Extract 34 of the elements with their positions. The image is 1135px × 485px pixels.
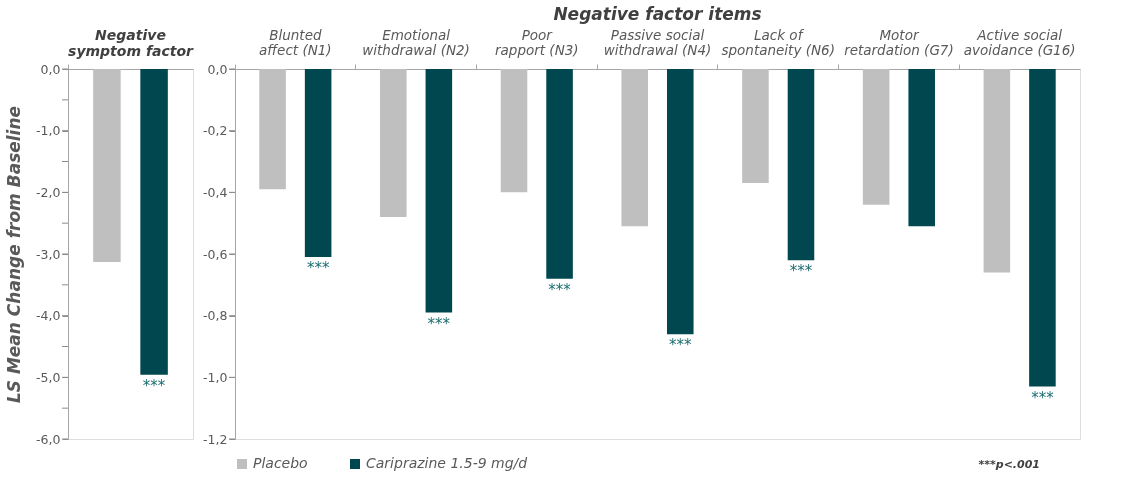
data-label: ***: [306, 259, 330, 278]
y-tick-label: 0,0: [40, 61, 61, 77]
y-tick-label: -3,0: [36, 246, 61, 262]
x-tick-label: Emotional withdrawal (N2): [362, 26, 470, 58]
x-tick-label: Lack of spontaneity (N6): [721, 26, 835, 58]
x-tick-label: Negative symptom factor: [68, 26, 195, 59]
y-tick-label: -1,0: [203, 369, 228, 385]
y-tick-label: -5,0: [36, 369, 61, 385]
legend-label: Placebo: [253, 455, 308, 471]
data-label: ***: [789, 262, 813, 281]
data-label: ***: [142, 376, 166, 395]
y-tick-label: -0,8: [203, 308, 228, 324]
y-axis-title: LS Mean Change from Baseline: [4, 105, 25, 404]
data-label: ***: [669, 336, 693, 355]
text: ***p<.001: [978, 458, 1040, 471]
y-tick-label: -0,2: [203, 123, 228, 139]
x-tick-label: Poor rapport (N3): [495, 26, 579, 58]
x-tick-label: Blunted affect (N1): [259, 26, 332, 58]
chart-title: Negative factor items: [553, 4, 762, 24]
data-label: ***: [427, 314, 451, 333]
legend-label: Cariprazine 1.5-9 mg/d: [366, 455, 528, 471]
y-tick-label: -0,6: [203, 246, 228, 262]
data-label: ***: [1031, 388, 1055, 407]
y-tick-label: 0,0: [207, 61, 228, 77]
x-tick-label: Active social avoidance (G16): [963, 26, 1076, 58]
y-tick-label: -4,0: [36, 308, 61, 324]
y-tick-label: -2,0: [36, 184, 61, 200]
y-tick-label: -1,0: [36, 123, 61, 139]
y-tick-label: -0,4: [203, 184, 228, 200]
data-label: ***: [548, 280, 572, 299]
x-tick-label: Motor retardation (G7): [844, 26, 954, 58]
y-tick-label: -6,0: [36, 431, 61, 447]
x-tick-label: Passive social withdrawal (N4): [603, 26, 712, 58]
y-tick-label: -1,2: [203, 431, 228, 447]
